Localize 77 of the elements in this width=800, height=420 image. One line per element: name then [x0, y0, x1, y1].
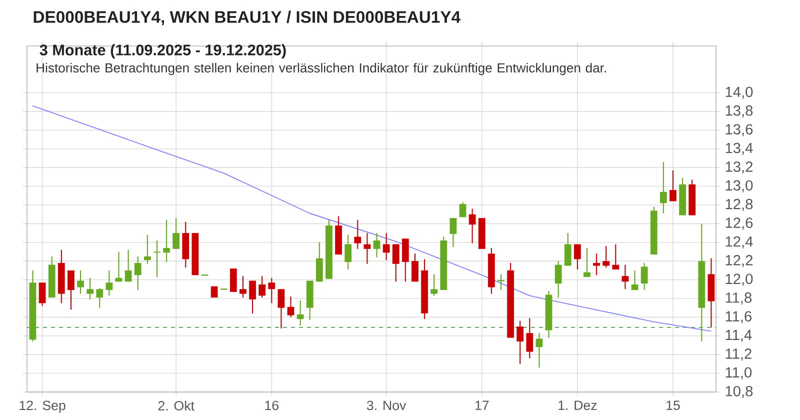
- candlestick: [316, 242, 323, 282]
- y-tick-label: 14,0: [726, 86, 753, 99]
- candlestick: [354, 219, 362, 250]
- candlestick: [670, 170, 676, 202]
- candlestick: [459, 202, 466, 218]
- x-tick-label: 12. Sep: [20, 400, 66, 413]
- candlestick: [536, 332, 543, 368]
- candlestick: [402, 238, 409, 282]
- candlestick: [564, 232, 572, 266]
- candlestick: [382, 232, 390, 261]
- candlestick: [612, 244, 620, 270]
- y-tick-label: 11,2: [726, 348, 752, 361]
- y-tick-label: 12,6: [726, 218, 753, 230]
- candlestick: [584, 247, 590, 278]
- candlestick: [77, 270, 84, 294]
- candlestick: [392, 244, 400, 282]
- y-tick-label: 12,2: [726, 255, 753, 268]
- candlestick: [38, 282, 46, 306]
- candlestick: [172, 218, 180, 250]
- candlestick: [134, 256, 142, 291]
- line-series: [32, 105, 712, 332]
- candlestick: [450, 218, 457, 248]
- candlestick: [96, 288, 104, 308]
- candlestick: [622, 264, 629, 290]
- y-tick-label: 13,8: [726, 105, 753, 118]
- y-tick-label: 13,0: [726, 180, 753, 192]
- candlestick: [640, 262, 648, 291]
- candlestick: [154, 240, 160, 278]
- candlestick: [373, 232, 380, 258]
- y-tick-label: 11,0: [726, 367, 752, 380]
- x-tick-label: 3. Nov: [366, 400, 406, 410]
- candlestick: [602, 246, 610, 268]
- y-tick-label: 13,6: [726, 124, 753, 136]
- candlestick: [344, 234, 352, 270]
- x-tick-label: 16: [265, 400, 278, 410]
- candlestick: [258, 275, 266, 298]
- y-tick-label: 11,6: [726, 311, 752, 324]
- candlestick: [631, 270, 638, 291]
- candlestick: [660, 161, 667, 214]
- candlestick: [574, 244, 581, 270]
- y-tick-label: 10,8: [726, 386, 753, 398]
- candlestick: [106, 270, 113, 296]
- candlestick: [124, 249, 132, 282]
- candlestick: [230, 268, 237, 292]
- candlestick: [268, 277, 276, 304]
- annotation: Historische Betrachtungen stellen keinen verlässlichen Indikator für zukünftige Entwicklungen dar.: [36, 62, 606, 76]
- candlestick: [240, 275, 246, 298]
- candlestick: [554, 260, 562, 298]
- candlestick: [516, 320, 524, 364]
- candlestick: [296, 300, 304, 326]
- candlestick: [249, 280, 256, 314]
- candlestick: [86, 277, 94, 300]
- y-tick-label: 12,8: [726, 198, 753, 212]
- candlestick: [593, 253, 600, 276]
- y-tick-label: 13,2: [726, 162, 753, 174]
- chart-subtitle: 3 Monate (11.09.2025 - 19.12.2025): [40, 44, 286, 58]
- candlestick: [163, 219, 170, 263]
- y-tick-label: 13,4: [726, 142, 753, 155]
- candlestick: [468, 208, 476, 244]
- candlestick: [496, 274, 506, 291]
- chart-title: DE000BEAU1Y4, WKN BEAU1Y / ISIN DE000BEAU1Y4: [34, 10, 460, 26]
- candlestick: [144, 234, 151, 264]
- x-tick-label: 15: [666, 400, 680, 410]
- candlestick: [364, 232, 371, 264]
- y-tick-label: 12,0: [726, 274, 753, 286]
- y-tick-label: 12,4: [726, 236, 753, 248]
- x-tick-label: 17: [475, 400, 489, 410]
- candlestick: [278, 288, 285, 329]
- candlestick: [526, 318, 534, 359]
- candlestick: [430, 274, 438, 296]
- y-tick-label: 11,8: [726, 292, 752, 305]
- x-tick-label: 2. Okt: [158, 400, 194, 410]
- candlestick: [68, 270, 74, 310]
- x-tick-label: 1. Dez: [558, 400, 597, 410]
- y-tick-label: 11,4: [726, 330, 752, 342]
- candlestick: [287, 296, 294, 318]
- candlestick: [412, 253, 418, 282]
